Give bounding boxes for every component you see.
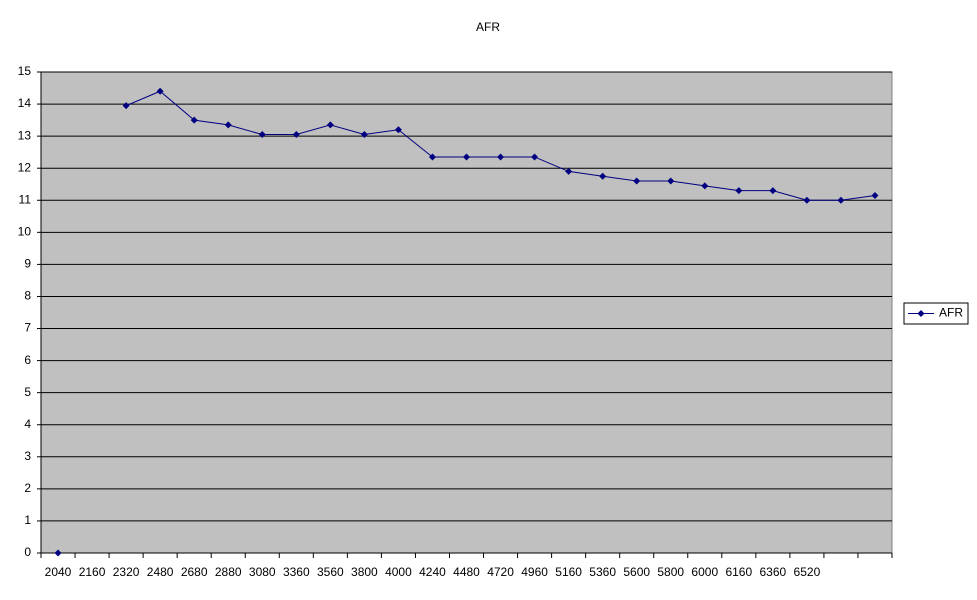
x-tick-label: 2480 xyxy=(147,565,174,579)
x-tick-label: 5800 xyxy=(657,565,684,579)
marker xyxy=(156,87,164,95)
chart-title: AFR xyxy=(476,20,500,34)
legend-marker xyxy=(917,310,925,317)
marker xyxy=(871,191,879,199)
marker xyxy=(122,102,130,110)
marker xyxy=(463,153,470,161)
marker xyxy=(837,196,845,204)
x-tick-label: 3800 xyxy=(351,565,378,579)
x-tick-label: 6000 xyxy=(691,565,718,579)
legend-box xyxy=(903,302,969,325)
y-tick-label: 1 xyxy=(24,513,31,527)
y-tick-label: 13 xyxy=(18,128,32,142)
marker xyxy=(326,121,334,129)
x-tick-label: 2880 xyxy=(215,565,242,579)
legend-label: AFR xyxy=(939,306,963,320)
marker xyxy=(292,131,300,139)
marker xyxy=(428,153,436,161)
x-tick-label: 6160 xyxy=(725,565,752,579)
marker xyxy=(360,131,368,139)
x-tick-label: 2320 xyxy=(113,565,140,579)
y-tick-label: 12 xyxy=(18,160,32,174)
x-tick-label: 5600 xyxy=(623,565,650,579)
x-tick-label: 6360 xyxy=(760,565,787,579)
y-tick-label: 2 xyxy=(24,481,31,495)
marker xyxy=(667,177,675,185)
y-tick-label: 9 xyxy=(24,257,31,271)
y-tick-label: 0 xyxy=(24,545,31,559)
y-tick-label: 14 xyxy=(18,96,32,110)
marker xyxy=(803,196,811,204)
y-tick-label: 7 xyxy=(24,321,31,335)
x-tick-label: 5160 xyxy=(555,565,582,579)
x-tick-label: 4480 xyxy=(453,565,480,579)
marker xyxy=(224,121,232,129)
y-tick-label: 10 xyxy=(18,225,32,239)
marker xyxy=(565,167,573,175)
x-tick-label: 2040 xyxy=(45,565,72,579)
x-tick-label: 3080 xyxy=(249,565,276,579)
y-tick-label: 6 xyxy=(24,353,31,367)
marker xyxy=(599,172,607,180)
x-tick-label: 2680 xyxy=(181,565,208,579)
x-tick-label: 4960 xyxy=(521,565,548,579)
y-tick-label: 11 xyxy=(19,192,32,206)
x-tick-label: 4240 xyxy=(419,565,446,579)
y-tick-label: 8 xyxy=(24,289,31,303)
x-tick-label: 5360 xyxy=(589,565,616,579)
marker xyxy=(769,187,777,195)
marker xyxy=(190,116,198,124)
marker xyxy=(701,182,709,190)
y-tick-label: 4 xyxy=(24,417,31,431)
marker xyxy=(258,131,266,139)
marker xyxy=(531,153,539,161)
x-tick-label: 3360 xyxy=(283,565,310,579)
y-tick-label: 3 xyxy=(24,449,31,463)
x-tick-label: 4720 xyxy=(487,565,514,579)
x-tick-label: 2160 xyxy=(79,565,106,579)
marker xyxy=(735,187,743,195)
marker xyxy=(497,153,505,161)
marker xyxy=(633,177,641,185)
marker xyxy=(54,549,62,557)
y-tick-label: 15 xyxy=(18,64,32,78)
x-tick-label: 6520 xyxy=(794,565,821,579)
marker xyxy=(394,126,402,134)
plot-area xyxy=(40,71,893,554)
x-tick-label: 4000 xyxy=(385,565,412,579)
y-tick-label: 5 xyxy=(24,385,31,399)
x-tick-label: 3560 xyxy=(317,565,344,579)
